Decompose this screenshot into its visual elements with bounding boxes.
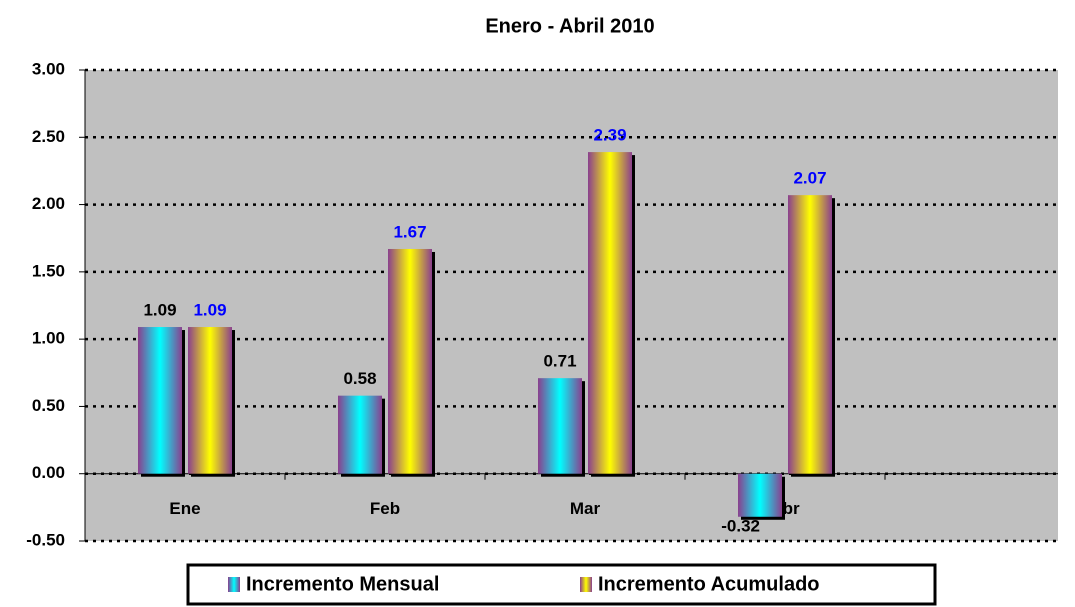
y-tick-label: 0.00 [32,463,65,482]
legend-swatch [228,577,240,592]
x-tick-label: Ene [169,499,200,518]
legend-label: Incremento Acumulado [598,573,820,595]
y-tick-label: 2.00 [32,194,65,213]
bar [338,395,382,474]
data-label: 1.09 [193,301,226,320]
bar [788,195,832,474]
data-label: 2.39 [593,126,626,145]
data-label: 0.71 [543,352,576,371]
data-label: -0.32 [721,516,760,535]
legend-swatch [580,577,592,592]
chart-title: Enero - Abril 2010 [485,15,654,37]
y-tick-label: -0.50 [26,530,65,549]
bar [188,327,232,474]
x-tick-label: Feb [370,499,400,518]
bar [588,152,632,474]
bar [538,378,582,474]
legend [186,563,937,606]
bar [138,327,182,474]
legend-label: Incremento Mensual [246,573,439,595]
y-tick-label: 0.50 [32,396,65,415]
bar [388,248,432,474]
y-tick-label: 3.00 [32,59,65,78]
y-tick-label: 2.50 [32,127,65,146]
data-label: 0.58 [343,369,376,388]
bar [738,473,782,517]
y-tick-label: 1.00 [32,329,65,348]
data-label: 1.67 [393,222,426,241]
x-tick-label: Mar [570,499,601,518]
y-tick-label: 1.50 [32,261,65,280]
data-label: 1.09 [143,301,176,320]
data-label: 2.07 [793,169,826,188]
